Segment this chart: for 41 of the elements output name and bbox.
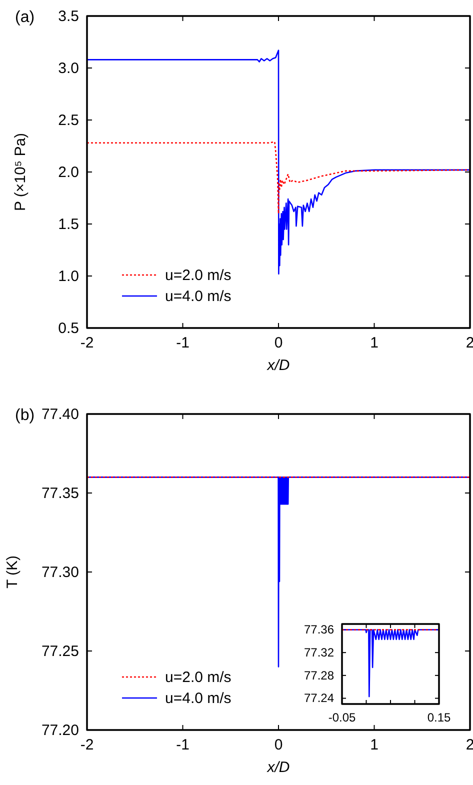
x-tick-label: 0 [274,334,283,352]
y-tick-label: 77.25 [41,642,79,660]
y-tick-label: 1.5 [58,216,79,233]
y-tick-label: 77.36 [304,622,334,637]
legend-label: u=4.0 m/s [165,690,232,707]
y-tick-label: 2.5 [58,112,79,129]
y-tick-label: 77.20 [41,722,79,739]
line-series [87,476,470,668]
y-tick-label: 77.40 [41,406,79,423]
line-series [342,629,439,698]
x-axis-title: x/D [266,759,290,776]
y-tick-label: 2.0 [58,164,79,181]
x-tick-label: -1 [176,334,190,352]
x-tick-label: 1 [370,736,378,754]
y-tick-label: 77.35 [41,484,79,502]
legend-label: u=2.0 m/s [165,267,232,284]
y-axis-title: T (K) [4,555,21,589]
y-tick-label: 77.28 [304,668,334,682]
x-axis-title: x/D [266,357,290,374]
y-tick-label: 77.32 [304,645,334,660]
x-tick-label: -1 [176,736,190,754]
x-tick-label: 1 [370,334,378,352]
legend-label: u=4.0 m/s [165,288,232,305]
y-tick-label: 3.0 [58,60,79,77]
x-tick-label: 0 [274,736,283,754]
y-axis-title: P (×10⁵ Pa) [12,132,29,212]
y-tick-label: 3.5 [58,8,79,25]
line-series [87,141,470,214]
y-tick-label: 1.0 [58,268,79,285]
y-tick-label: 77.30 [41,564,79,581]
y-tick-label: 77.24 [304,691,334,706]
x-tick-label: 0.15 [427,710,451,725]
x-tick-label: 2 [466,334,473,352]
x-tick-label: 2 [466,736,473,754]
x-tick-label: -2 [80,334,94,352]
y-tick-label: 0.5 [58,320,79,337]
legend-label: u=2.0 m/s [165,669,232,686]
chart-title: (a) [15,9,35,26]
x-tick-label: -0.05 [328,710,356,725]
x-tick-label: -2 [80,736,94,754]
chart-title: (b) [15,407,35,424]
